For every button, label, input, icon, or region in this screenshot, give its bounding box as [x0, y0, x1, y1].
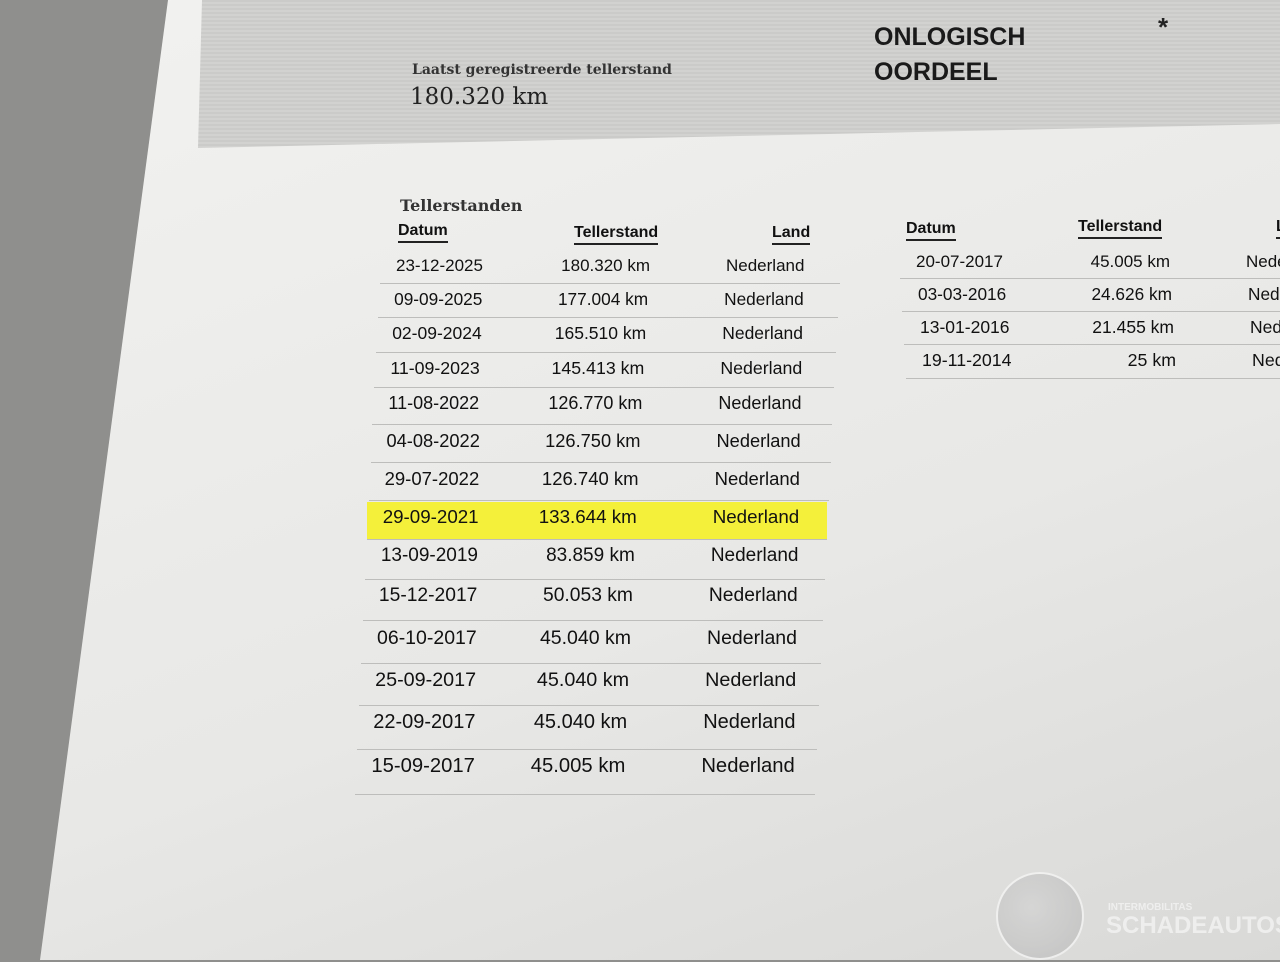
row-km: 45.005 km: [1090, 252, 1170, 271]
table-row: 23-12-2025 180.320 km Nederland: [380, 252, 840, 284]
globe-icon: [996, 872, 1084, 960]
row-country: Nederland: [724, 289, 804, 309]
row-country: Nederland: [718, 393, 802, 414]
row-date: 29-09-2021: [382, 505, 479, 527]
row-km: 45.040 km: [533, 711, 628, 734]
table-row: 11-08-2022 126.770 km Nederland: [372, 389, 833, 425]
row-km: 21.455 km: [1092, 316, 1174, 337]
table-row: 29-07-2022 126.740 km Nederland: [368, 464, 829, 501]
asterisk: *: [1158, 12, 1169, 42]
row-date: 03-03-2016: [918, 284, 1007, 304]
row-km: 126.750 km: [545, 430, 641, 451]
table-row: 25-09-2017 45.040 km Nederland: [359, 665, 820, 707]
row-km: 83.859 km: [546, 545, 635, 567]
table-row: 15-09-2017 45.005 km Nederland: [355, 751, 816, 795]
row-date: 11-09-2023: [390, 357, 480, 378]
row-km: 133.644 km: [538, 505, 637, 527]
table-row: 09-09-2025 177.004 km Nederland: [378, 285, 839, 318]
col-country: Land: [772, 224, 811, 245]
row-km: 25 km: [1127, 349, 1176, 370]
row-country: Nederland: [707, 626, 797, 649]
row-country: Nederland: [703, 711, 796, 734]
row-km: 45.040 km: [539, 626, 631, 649]
table-row: 13-09-2019 83.859 km Nederland: [364, 541, 825, 581]
col-km: Tellerstand: [1078, 218, 1163, 239]
verdict: ONLOGISCH OORDEEL: [874, 20, 1025, 90]
row-date: 29-07-2022: [384, 467, 480, 489]
last-odometer-label: Laatst geregistreerde tellerstand: [412, 62, 672, 78]
row-country: Nederland: [1250, 316, 1280, 337]
row-date: 22-09-2017: [373, 711, 476, 734]
row-country: Nederland: [705, 668, 797, 691]
table-row: 02-09-2024 165.510 km Nederland: [376, 319, 837, 353]
table-row: 20-07-2017 45.005 km Nederland: [900, 248, 1280, 279]
last-odometer-value: 180.320 km: [410, 84, 549, 110]
row-date: 13-01-2016: [920, 316, 1010, 337]
verdict-line2: OORDEEL: [874, 58, 998, 86]
row-country: Nederland: [708, 585, 798, 607]
row-date: 20-07-2017: [916, 252, 1003, 271]
row-country: Nederland: [716, 430, 801, 451]
row-km: 126.740 km: [541, 467, 639, 489]
row-km: 50.053 km: [543, 585, 633, 607]
watermark-line1: INTERMOBILITAS: [1108, 902, 1193, 913]
row-date: 06-10-2017: [377, 626, 477, 649]
odometer-table-right-clip: Datum Tellerstand Land 20-07-2017 45.005 …: [900, 218, 1280, 388]
row-country: Nederland: [1248, 284, 1280, 304]
table-row: 11-09-2023 145.413 km Nederland: [374, 354, 835, 389]
row-country: Nederland: [712, 505, 800, 527]
row-country: Nederland: [720, 357, 803, 378]
verdict-line1: ONLOGISCH: [874, 23, 1026, 51]
row-date: 09-09-2025: [394, 289, 483, 309]
table-row: 29-09-2021 133.644 km Nederland: [366, 501, 827, 541]
row-km: 177.004 km: [557, 289, 649, 309]
table-row: 19-11-2014 25 km Nederland: [906, 346, 1280, 379]
table-row: 13-01-2016 21.455 km Nederland: [904, 313, 1280, 345]
row-country: Nederland: [722, 322, 803, 343]
row-country: Nederland: [714, 467, 800, 489]
table-row: 03-03-2016 24.626 km Nederland: [902, 280, 1280, 312]
row-country: Nederland: [710, 545, 799, 567]
row-country: Nederland: [726, 256, 805, 275]
header-band: [198, 0, 1280, 148]
row-km: 165.510 km: [554, 322, 647, 343]
row-date: 11-08-2022: [388, 393, 480, 414]
row-date: 25-09-2017: [375, 668, 477, 691]
watermark-line2: SCHADEAUTOS.NL: [1106, 912, 1280, 939]
row-date: 23-12-2025: [396, 256, 483, 275]
col-date: Datum: [398, 222, 448, 243]
row-km: 45.005 km: [530, 755, 626, 778]
table-row: 06-10-2017 45.040 km Nederland: [361, 623, 821, 664]
row-country: Nederland: [1252, 349, 1280, 370]
row-date: 19-11-2014: [922, 349, 1012, 370]
row-country: Nederland: [1246, 252, 1280, 271]
row-km: 24.626 km: [1091, 284, 1172, 304]
row-date: 15-12-2017: [378, 585, 478, 607]
col-km: Tellerstand: [574, 224, 659, 245]
row-km: 45.040 km: [536, 668, 630, 691]
table-row: 22-09-2017 45.040 km Nederland: [357, 707, 818, 751]
row-date: 13-09-2019: [380, 545, 479, 567]
section-title: Tellerstanden: [400, 196, 523, 215]
row-date: 02-09-2024: [392, 322, 482, 343]
table-row: 04-08-2022 126.750 km Nederland: [370, 426, 831, 463]
row-country: Nederland: [701, 755, 795, 778]
col-country: Land: [1276, 218, 1280, 239]
col-date: Datum: [906, 220, 956, 241]
row-km: 180.320 km: [561, 256, 650, 275]
row-km: 126.770 km: [548, 393, 643, 414]
row-date: 15-09-2017: [371, 755, 475, 778]
table-row: 15-12-2017 50.053 km Nederland: [362, 581, 823, 622]
watermark-logo: INTERMOBILITAS SCHADEAUTOS.NL: [996, 872, 1280, 962]
row-km: 145.413 km: [551, 357, 645, 378]
row-date: 04-08-2022: [386, 430, 480, 451]
